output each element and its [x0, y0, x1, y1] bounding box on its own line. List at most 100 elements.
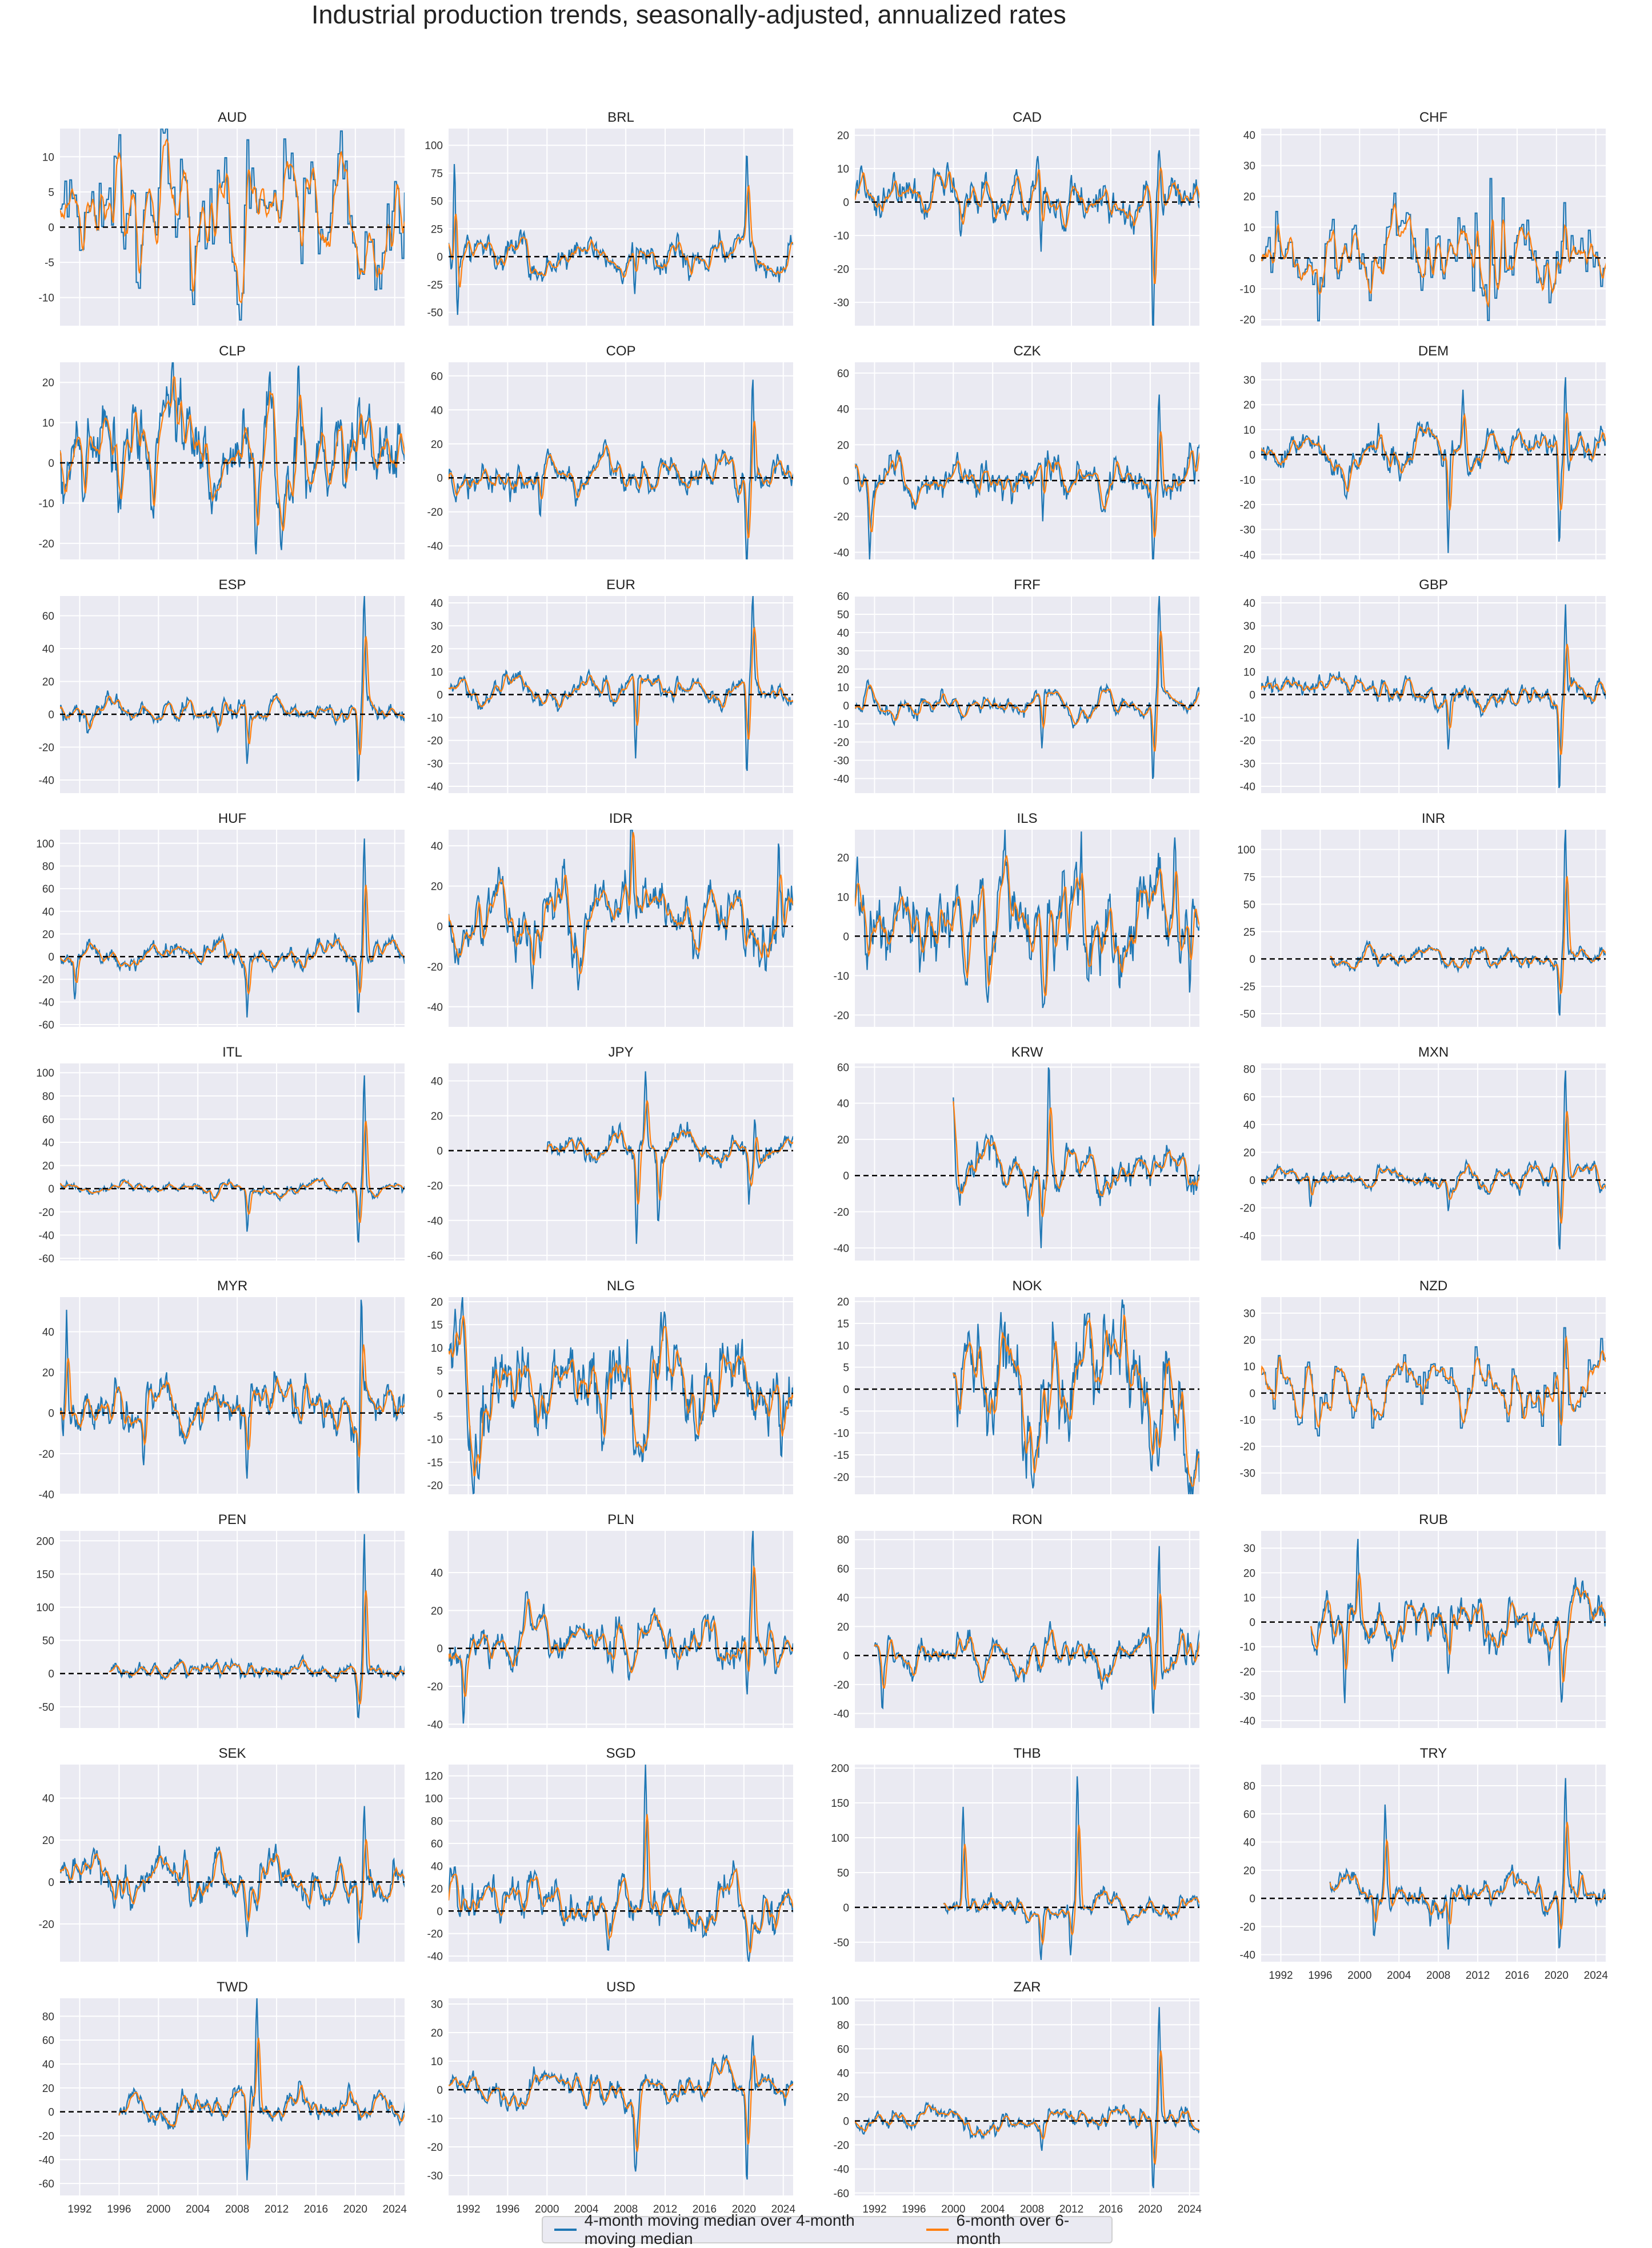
y-tick-label: 40	[431, 405, 443, 417]
y-tick-label: -20	[834, 1679, 849, 1691]
y-tick-label: 0	[437, 1643, 443, 1655]
series-line-6m-over-6m	[546, 1100, 793, 1205]
panel-background	[855, 596, 1199, 793]
series-line-4m-median	[449, 1531, 793, 1724]
series-line-6m-over-6m	[1261, 1111, 1606, 1224]
series-line-6m-over-6m	[953, 1314, 1199, 1487]
y-tick-label: 20	[1243, 643, 1255, 655]
series-line-4m-median	[1261, 178, 1606, 322]
x-tick-label: 2024	[383, 2203, 407, 2215]
y-tick-label: -60	[39, 2178, 54, 2190]
panel-dem: -40 -30 -20 -10 0 10 20 30 DEM	[1240, 343, 1606, 561]
series-line-6m-over-6m	[449, 1814, 793, 1954]
y-tick-label: 40	[837, 404, 849, 416]
panel-brl: -50 -25 0 25 50 75 100 BRL	[425, 110, 793, 326]
y-tick-label: -20	[1240, 314, 1255, 326]
y-tick-label: 60	[837, 1563, 849, 1575]
y-tick-label: -10	[39, 498, 54, 510]
y-tick-label: -20	[39, 1919, 54, 1931]
panel-usd: -30 -20 -10 0 10 20 30 1992 1996 2000 2004 2008 2012…	[427, 1979, 796, 2215]
y-tick-label: 50	[42, 1635, 54, 1647]
y-tick-label: 20	[837, 1621, 849, 1633]
series-line-4m-median	[1261, 1070, 1606, 1250]
y-tick-label: 10	[42, 418, 54, 430]
series-line-6m-over-6m	[449, 626, 793, 740]
y-tick-label: -20	[427, 1181, 443, 1193]
panel-thb: -50 0 50 100 150 200 THB	[831, 1746, 1199, 1962]
panel-ron: -40 -20 0 20 40 60 80 RON	[834, 1512, 1199, 1728]
y-tick-label: 20	[431, 643, 443, 655]
y-tick-label: -10	[1240, 283, 1255, 295]
series-line-4m-median	[546, 1071, 793, 1244]
panel-esp: -40 -20 0 20 40 60 ESP	[39, 577, 405, 793]
y-tick-label: 0	[843, 1384, 849, 1396]
y-tick-label: 40	[431, 841, 443, 853]
y-tick-label: -40	[1240, 1230, 1255, 1242]
y-tick-label: -20	[834, 737, 849, 749]
series-line-6m-over-6m	[1330, 876, 1606, 995]
panel-pln: -40 -20 0 20 40 PLN	[427, 1512, 793, 1731]
y-tick-label: 200	[36, 1535, 54, 1547]
y-tick-label: -50	[427, 307, 443, 319]
series-line-6m-over-6m	[855, 631, 1199, 752]
panel-idr: -40 -20 0 20 40 IDR	[427, 811, 793, 1027]
legend-label-series1: 4-month moving median over 4-month movin…	[584, 2211, 855, 2247]
y-tick-label: 20	[1243, 1335, 1255, 1347]
x-tick-label: 1992	[456, 2203, 480, 2215]
panel-aud: -10 -5 0 5 10 AUD	[39, 110, 405, 326]
panel-ils: -20 -10 0 10 20 ILS	[834, 811, 1199, 1027]
y-tick-label: 15	[837, 1318, 849, 1330]
x-tick-label: 2020	[1138, 2203, 1162, 2215]
panel-background	[855, 129, 1199, 326]
y-tick-label: -30	[1240, 758, 1255, 770]
y-tick-label: 0	[48, 2107, 54, 2119]
y-tick-label: 150	[36, 1569, 54, 1581]
y-tick-label: 0	[1249, 1175, 1255, 1187]
y-tick-label: 60	[1243, 1809, 1255, 1821]
y-tick-label: -40	[427, 781, 443, 793]
panel-sek: -20 0 20 40 SEK	[39, 1746, 405, 1962]
panel-background	[60, 1297, 405, 1494]
y-tick-label: 100	[425, 140, 443, 152]
y-tick-label: 0	[1249, 253, 1255, 265]
series-line-6m-over-6m	[953, 1101, 1199, 1217]
panel-background	[60, 1531, 405, 1728]
legend-item-series1: 4-month moving median over 4-month movin…	[554, 2211, 881, 2248]
panel-title: DEM	[1418, 343, 1449, 359]
y-tick-label: 20	[431, 2027, 443, 2039]
y-tick-label: -10	[39, 293, 54, 305]
panel-mxn: -40 -20 0 20 40 60 80 MXN	[1240, 1045, 1606, 1261]
y-tick-label: 40	[42, 2059, 54, 2071]
y-tick-label: -10	[834, 970, 849, 982]
series-line-6m-over-6m	[449, 832, 793, 974]
y-tick-label: 80	[42, 1091, 54, 1103]
x-tick-label: 2000	[1347, 1970, 1371, 1982]
y-tick-label: -40	[39, 997, 54, 1009]
y-tick-label: 100	[1237, 845, 1255, 857]
panel-title: HUF	[218, 811, 246, 826]
series-line-4m-median	[449, 1297, 793, 1494]
y-tick-label: 40	[837, 1098, 849, 1110]
y-tick-label: -40	[39, 775, 54, 787]
y-tick-label: 10	[431, 666, 443, 678]
panel-title: MYR	[217, 1278, 247, 1294]
y-tick-label: 100	[36, 838, 54, 850]
series-line-4m-median	[60, 1299, 405, 1494]
x-tick-label: 2016	[693, 2203, 717, 2215]
y-tick-label: -40	[39, 2154, 54, 2166]
panel-title: RUB	[1419, 1512, 1448, 1527]
y-tick-label: 10	[1243, 425, 1255, 437]
x-tick-label: 2016	[304, 2203, 328, 2215]
y-tick-label: -5	[433, 1411, 443, 1423]
series-line-6m-over-6m	[60, 138, 405, 304]
y-tick-label: 20	[837, 2092, 849, 2104]
chart-title: Industrial production trends, seasonally…	[311, 0, 1066, 29]
series-line-4m-median	[1261, 377, 1606, 553]
panel-krw: -40 -20 0 20 40 60 KRW	[834, 1045, 1199, 1261]
y-tick-label: -40	[427, 1002, 443, 1014]
y-tick-label: -20	[834, 264, 849, 276]
y-tick-label: 0	[843, 1650, 849, 1662]
y-tick-label: -20	[1240, 499, 1255, 511]
y-tick-label: 5	[48, 187, 54, 199]
y-tick-label: 100	[831, 1833, 849, 1845]
